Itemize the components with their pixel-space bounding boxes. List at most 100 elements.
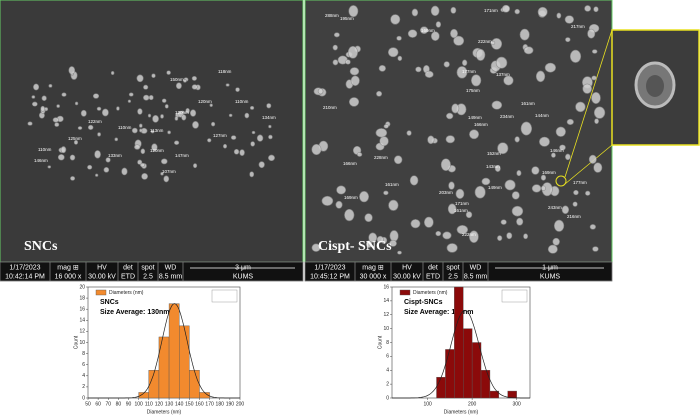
particle (474, 185, 486, 199)
particle (40, 105, 46, 112)
particle-label: 137nm (496, 72, 510, 77)
particle (423, 216, 434, 228)
particle-label: 150nm (170, 77, 184, 82)
panel-label: SNCs (24, 239, 58, 254)
info-text: HV (97, 264, 107, 271)
particle (233, 148, 240, 155)
particle (114, 137, 119, 142)
info-text: HV (402, 264, 412, 271)
bar (480, 370, 491, 399)
particle (491, 100, 503, 110)
x-tick-label: 60 (95, 401, 101, 407)
x-tick-label: 120 (155, 401, 164, 407)
y-tick-label: 0 (386, 395, 389, 401)
info-text: 8.5 mm (464, 273, 488, 280)
particle-label: 161nm (385, 182, 399, 187)
stats-box (501, 289, 528, 303)
particle (500, 219, 507, 225)
particle (390, 14, 401, 25)
particle-label: 120nm (150, 148, 164, 153)
particle (163, 175, 170, 183)
particle-label: 120nm (198, 99, 212, 104)
info-text: 8.5 mm (159, 273, 183, 280)
particle (356, 152, 363, 157)
particle (435, 230, 442, 237)
particle (551, 152, 556, 158)
particle (348, 5, 359, 18)
y-tick-label: 10 (383, 326, 389, 332)
info-text: 2.5 (143, 273, 153, 280)
particle (589, 224, 596, 230)
particle-label: 161nm (454, 208, 468, 213)
particle (450, 6, 457, 14)
y-axis-label: Count (377, 335, 383, 349)
particle (359, 191, 369, 203)
info-text: spot (141, 264, 154, 271)
chart-title: SNCs (100, 299, 119, 306)
particle-label: 127nm (213, 133, 227, 138)
particle (152, 114, 159, 123)
particle (585, 190, 591, 196)
particle (468, 230, 479, 243)
particle (520, 121, 532, 136)
particle (311, 243, 321, 252)
particle (87, 164, 93, 170)
info-text: det (123, 264, 133, 271)
particle (60, 146, 67, 154)
x-tick-label: 150 (185, 401, 194, 407)
particle (397, 250, 402, 255)
particle (174, 116, 179, 121)
particle (249, 105, 255, 110)
y-tick-label: 6 (386, 354, 389, 360)
particle (266, 103, 272, 109)
particle (393, 155, 403, 165)
info-text: 10:45:12 PM (310, 273, 350, 280)
particle (140, 148, 146, 155)
y-tick-label: 12 (79, 329, 85, 335)
highlight-circle (555, 175, 567, 187)
info-cell (182, 261, 304, 282)
x-tick-label: 100 (134, 401, 143, 407)
particle (160, 114, 164, 119)
particle (544, 62, 556, 73)
particle (74, 101, 79, 106)
particle (540, 185, 546, 191)
particle-label: 134nm (262, 115, 276, 120)
particle (511, 191, 520, 200)
particle (31, 101, 38, 107)
particle (539, 136, 550, 147)
particle (494, 164, 501, 172)
particle-label: 125nm (68, 136, 82, 141)
particle (105, 157, 111, 163)
particle (332, 59, 339, 66)
particle (553, 219, 565, 232)
particle (387, 47, 399, 58)
particle (383, 124, 389, 129)
info-text: 1/17/2023 (9, 264, 40, 271)
info-text: det (428, 264, 438, 271)
particle-label: 203nm (439, 190, 453, 195)
particle-label: 146nm (550, 148, 564, 153)
particle-label: 152nm (487, 151, 501, 156)
bar (471, 342, 482, 399)
particle (411, 8, 419, 17)
particle (268, 124, 272, 129)
particle-label: 177nm (462, 69, 476, 74)
x-tick-label: 200 (236, 401, 245, 407)
particle (396, 35, 402, 41)
particle (48, 83, 53, 88)
particle (256, 134, 264, 142)
y-tick-label: 4 (386, 368, 389, 374)
particle (164, 104, 169, 109)
particle (587, 28, 596, 39)
particle (376, 235, 384, 244)
particle (225, 83, 230, 87)
particle (593, 106, 606, 119)
particle (430, 31, 440, 41)
particle (27, 121, 33, 126)
particle (185, 108, 190, 114)
particle (440, 158, 451, 171)
particle (519, 28, 530, 41)
particle (537, 6, 548, 17)
particle (497, 235, 503, 241)
